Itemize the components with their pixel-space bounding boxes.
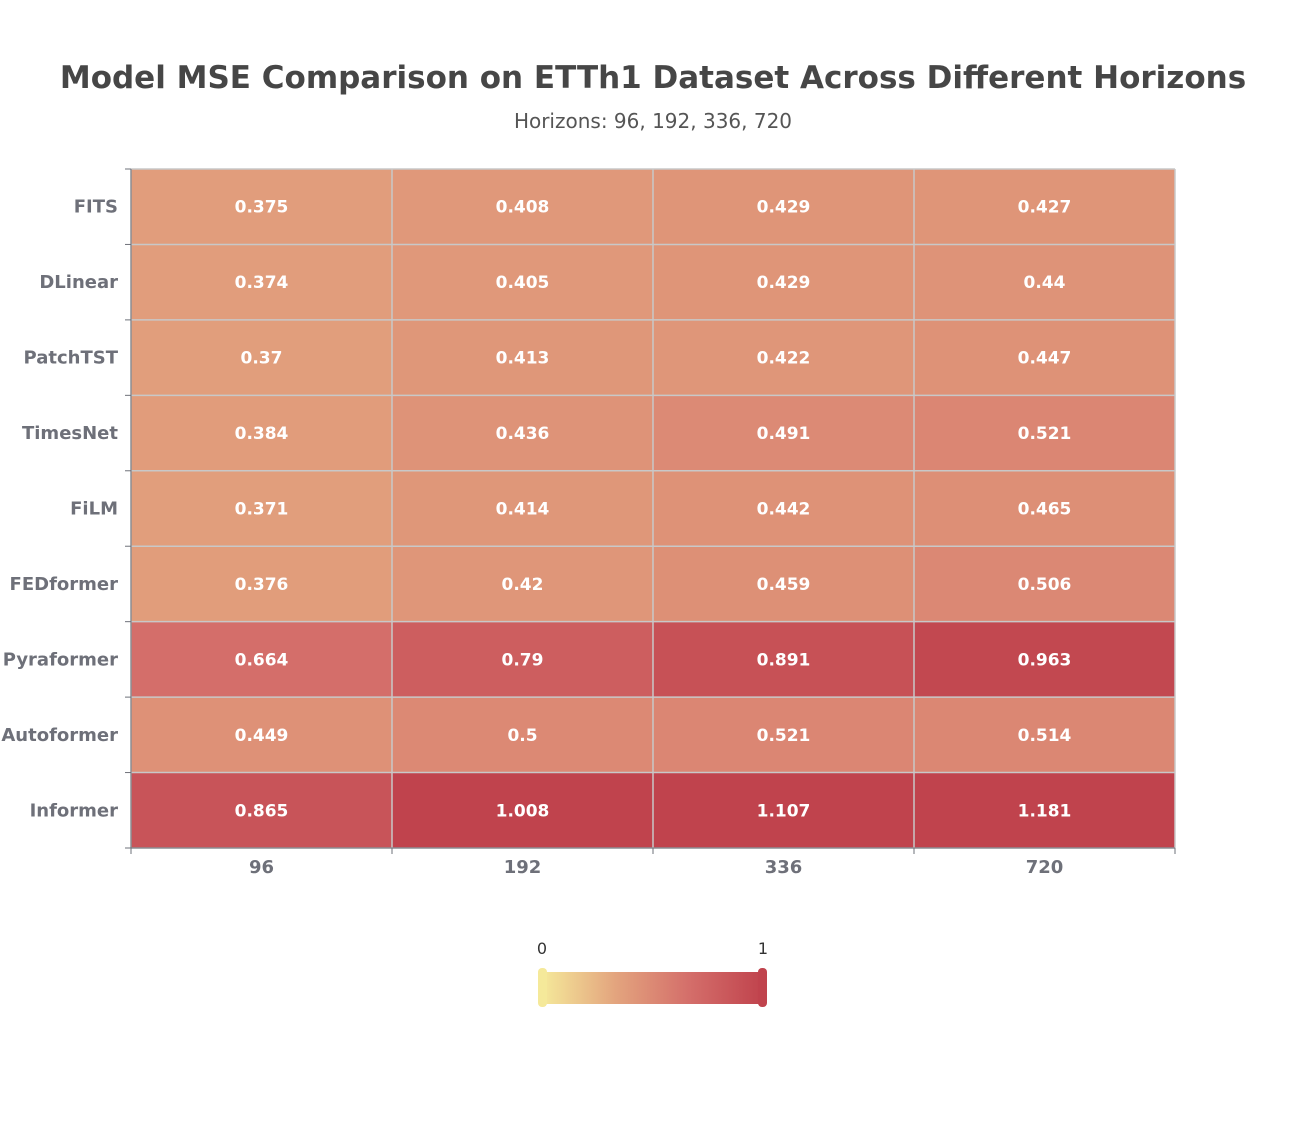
y-axis-tick-label: DLinear	[39, 272, 118, 293]
cell-value-label: 0.413	[496, 349, 550, 369]
heatmap-cell	[392, 470, 653, 547]
cell-value-label: 0.664	[235, 650, 289, 670]
visual-map-gradient-bar	[542, 972, 763, 1004]
heatmap-cell	[914, 169, 1175, 245]
cell-value-label: 0.429	[757, 198, 811, 218]
heatmap-cell	[131, 470, 392, 547]
heatmap-cell	[131, 244, 392, 320]
heatmap-cell	[392, 169, 653, 245]
cell-value-label: 0.449	[235, 726, 289, 746]
cell-value-label: 1.008	[496, 801, 550, 821]
y-axis-tick-label: Autoformer	[1, 725, 118, 746]
cell-value-label: 0.422	[757, 349, 811, 369]
heatmap-cell	[131, 697, 392, 773]
cell-value-label: 0.447	[1018, 349, 1072, 369]
heatmap-cell	[653, 621, 914, 698]
y-axis-tick-label: Informer	[30, 800, 119, 821]
visual-map-max-label: 1	[758, 939, 768, 958]
cell-value-label: 0.405	[496, 273, 550, 293]
heatmap-cell	[392, 772, 653, 848]
heatmap-cell	[914, 697, 1175, 773]
visual-map-max-handle[interactable]	[758, 968, 767, 1007]
cell-value-label: 1.181	[1018, 801, 1072, 821]
cell-value-label: 0.384	[235, 424, 289, 444]
cell-value-label: 0.521	[757, 726, 811, 746]
cell-value-label: 0.375	[235, 198, 289, 218]
heatmap-cell	[914, 244, 1175, 320]
cell-value-label: 0.42	[502, 575, 544, 595]
heatmap-cell	[131, 546, 392, 622]
x-axis-tick-label: 192	[504, 857, 542, 878]
heatmap-cell-labels: 0.375 0.408 0.429 0.427 0.374 0.405 0.429 0.44 0…	[235, 198, 1072, 822]
heatmap-axes: FITS DLinear PatchTST TimesNet FiLM FEDformer…	[1, 168, 1176, 878]
visual-map-legend[interactable]: 0 1	[537, 939, 768, 1007]
y-axis-tick-label: FITS	[74, 197, 118, 218]
heatmap-cell	[392, 546, 653, 622]
cell-value-label: 0.427	[1018, 198, 1072, 218]
chart-title: Model MSE Comparison on ETTh1 Dataset Ac…	[60, 60, 1246, 96]
cell-value-label: 0.963	[1018, 650, 1072, 670]
heatmap-cell	[914, 546, 1175, 622]
heatmap-cell	[653, 169, 914, 245]
cell-value-label: 0.371	[235, 500, 289, 520]
heatmap-cell	[392, 697, 653, 773]
heatmap-cell	[914, 470, 1175, 547]
heatmap-cell	[914, 772, 1175, 848]
y-axis-tick-label: PatchTST	[24, 348, 119, 369]
chart-subtitle: Horizons: 96, 192, 336, 720	[514, 109, 792, 133]
cell-value-label: 0.436	[496, 424, 550, 444]
cell-value-label: 0.506	[1018, 575, 1072, 595]
heatmap-cell	[392, 244, 653, 320]
heatmap-cell	[914, 621, 1175, 698]
cell-value-label: 0.465	[1018, 500, 1072, 520]
heatmap-cell	[653, 319, 914, 396]
heatmap-cell	[392, 319, 653, 396]
cell-value-label: 0.514	[1018, 726, 1072, 746]
heatmap-cell	[131, 169, 392, 245]
y-axis-tick-label: TimesNet	[22, 423, 118, 444]
y-axis-tick-label: FiLM	[70, 499, 118, 520]
heatmap-cell	[914, 395, 1175, 471]
y-axis-tick-label: FEDformer	[10, 574, 119, 595]
heatmap-cell	[653, 470, 914, 547]
heatmap-cell	[131, 772, 392, 848]
cell-value-label: 0.376	[235, 575, 289, 595]
x-axis-tick-label: 720	[1026, 857, 1064, 878]
x-axis-tick-label: 96	[249, 857, 274, 878]
cell-value-label: 0.442	[757, 500, 811, 520]
cell-value-label: 0.429	[757, 273, 811, 293]
heatmap-cell	[653, 244, 914, 320]
cell-value-label: 0.459	[757, 575, 811, 595]
heatmap-cells	[131, 169, 1175, 848]
cell-value-label: 0.521	[1018, 424, 1072, 444]
heatmap-cell	[131, 621, 392, 698]
cell-value-label: 0.414	[496, 500, 550, 520]
cell-value-label: 0.5	[507, 726, 537, 746]
cell-value-label: 1.107	[757, 801, 811, 821]
heatmap-cell	[392, 621, 653, 698]
heatmap-cell	[653, 546, 914, 622]
visual-map-min-handle[interactable]	[538, 968, 547, 1007]
heatmap-cell	[392, 395, 653, 471]
cell-value-label: 0.374	[235, 273, 289, 293]
heatmap-cell	[131, 395, 392, 471]
cell-value-label: 0.891	[757, 650, 811, 670]
x-axis-tick-label: 336	[765, 857, 803, 878]
cell-value-label: 0.37	[241, 349, 283, 369]
heatmap-cell	[131, 319, 392, 396]
cell-value-label: 0.408	[496, 198, 550, 218]
heatmap-cell	[914, 319, 1175, 396]
heatmap-cell	[653, 395, 914, 471]
y-axis-tick-label: Pyraformer	[3, 649, 118, 670]
cell-value-label: 0.79	[502, 650, 544, 670]
cell-value-label: 0.44	[1024, 273, 1066, 293]
visual-map-min-label: 0	[537, 939, 547, 958]
cell-value-label: 0.491	[757, 424, 811, 444]
heatmap-cell	[653, 697, 914, 773]
heatmap-cell	[653, 772, 914, 848]
cell-value-label: 0.865	[235, 801, 289, 821]
